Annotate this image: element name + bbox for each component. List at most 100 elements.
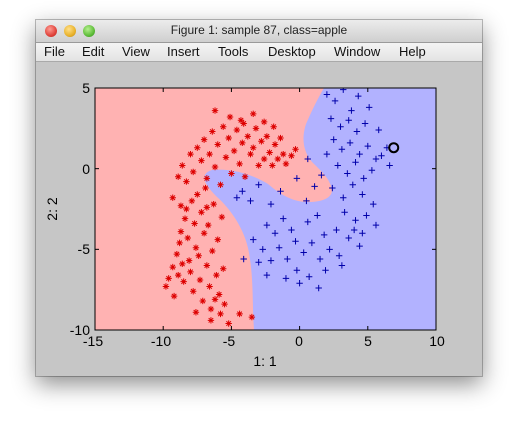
other-class-marker [271,230,279,237]
other-class-marker [304,155,311,163]
other-class-marker [239,188,246,195]
other-class-marker [345,117,352,124]
apple-class-marker [221,300,228,308]
apple-class-marker [250,110,257,118]
minimize-window-button[interactable] [64,25,76,37]
other-class-marker [363,212,370,219]
other-class-marker [311,183,318,190]
other-class-marker [337,123,344,130]
apple-class-marker [202,184,209,192]
other-class-marker [323,150,331,158]
other-class-marker [318,171,325,179]
other-class-marker [263,271,271,279]
menu-help[interactable]: Help [399,44,426,59]
other-class-marker [288,226,295,234]
apple-class-marker [214,141,221,148]
data-markers [162,88,393,327]
apple-class-marker [215,291,223,298]
other-class-marker [338,146,346,153]
other-class-marker [368,167,376,174]
apple-class-marker [187,150,194,158]
menu-file[interactable]: File [44,44,65,59]
tick-marks [94,87,437,331]
apple-class-marker [263,133,271,140]
apple-class-marker [274,155,281,163]
other-class-marker [280,215,287,222]
apple-class-marker [207,305,215,313]
menu-bar: File Edit View Insert Tools Desktop Wind… [36,43,482,62]
other-class-marker [277,188,284,195]
apple-class-marker [199,297,206,305]
other-class-marker [296,280,303,287]
other-class-marker [327,115,335,122]
other-class-marker [372,155,380,163]
x-tick-label: 5 [364,333,372,349]
other-class-marker [378,152,385,159]
apple-class-marker [269,162,276,169]
apple-class-marker [177,202,185,209]
apple-class-marker [185,257,193,264]
apple-class-marker [213,271,220,279]
apple-class-marker [236,310,243,318]
figure-canvas: -15 -10 -5 0 5 10 5 0 -5 -10 1: 1 2: 2 [36,62,482,380]
other-class-marker [364,142,371,150]
apple-class-marker [175,173,182,180]
apple-class-marker [203,204,211,211]
apple-class-marker [180,278,187,285]
other-class-marker [284,255,291,263]
other-class-marker [334,162,341,169]
other-class-marker [348,107,355,114]
apple-class-marker [198,157,205,164]
apple-class-marker [194,144,201,151]
apple-class-marker [179,260,186,268]
close-window-button[interactable] [45,25,57,37]
apple-class-marker [207,317,215,324]
apple-class-marker [218,213,226,221]
apple-class-marker [192,309,200,316]
apple-class-marker [211,296,219,303]
other-class-marker [315,284,322,292]
other-class-marker [304,218,311,226]
other-class-marker [333,226,340,234]
apple-class-marker [228,170,235,177]
apple-class-marker [175,271,182,279]
other-class-marker [365,104,373,111]
scatter-plot[interactable]: -15 -10 -5 0 5 10 5 0 -5 -10 1: 1 2: 2 [36,62,482,376]
menu-edit[interactable]: Edit [82,44,105,59]
apple-class-marker [162,283,170,290]
apple-class-marker [196,276,204,284]
menu-window[interactable]: Window [334,44,381,59]
apple-class-marker [230,147,238,155]
other-class-marker [240,255,247,263]
apple-class-marker [183,205,190,213]
other-class-marker [247,197,254,205]
apple-class-marker [226,113,234,121]
apple-class-marker [292,146,299,153]
apple-class-marker [169,194,176,201]
other-class-marker [356,242,363,250]
apple-class-marker [170,292,178,300]
menu-tools[interactable]: Tools [218,44,249,59]
zoom-window-button[interactable] [83,25,95,37]
menu-desktop[interactable]: Desktop [268,44,316,59]
apple-class-marker [190,168,197,176]
other-class-marker [338,262,346,269]
other-class-marker [356,150,363,158]
apple-class-marker [211,107,219,114]
y-tick-label: 5 [82,80,90,96]
menu-view[interactable]: View [122,44,150,59]
apple-class-marker [258,138,265,145]
apple-class-marker [282,160,290,168]
apple-class-marker [192,244,200,251]
menu-insert[interactable]: Insert [167,44,200,59]
apple-class-marker [211,163,219,171]
apple-class-marker [217,310,224,318]
other-class-marker [352,217,359,224]
apple-class-marker [244,133,251,140]
apple-class-marker [236,160,243,168]
apple-class-marker [190,288,197,295]
apple-class-marker [198,209,205,216]
other-class-marker [346,139,354,147]
title-bar[interactable]: Figure 1: sample 87, class=apple [36,20,482,43]
other-class-marker [233,194,241,201]
